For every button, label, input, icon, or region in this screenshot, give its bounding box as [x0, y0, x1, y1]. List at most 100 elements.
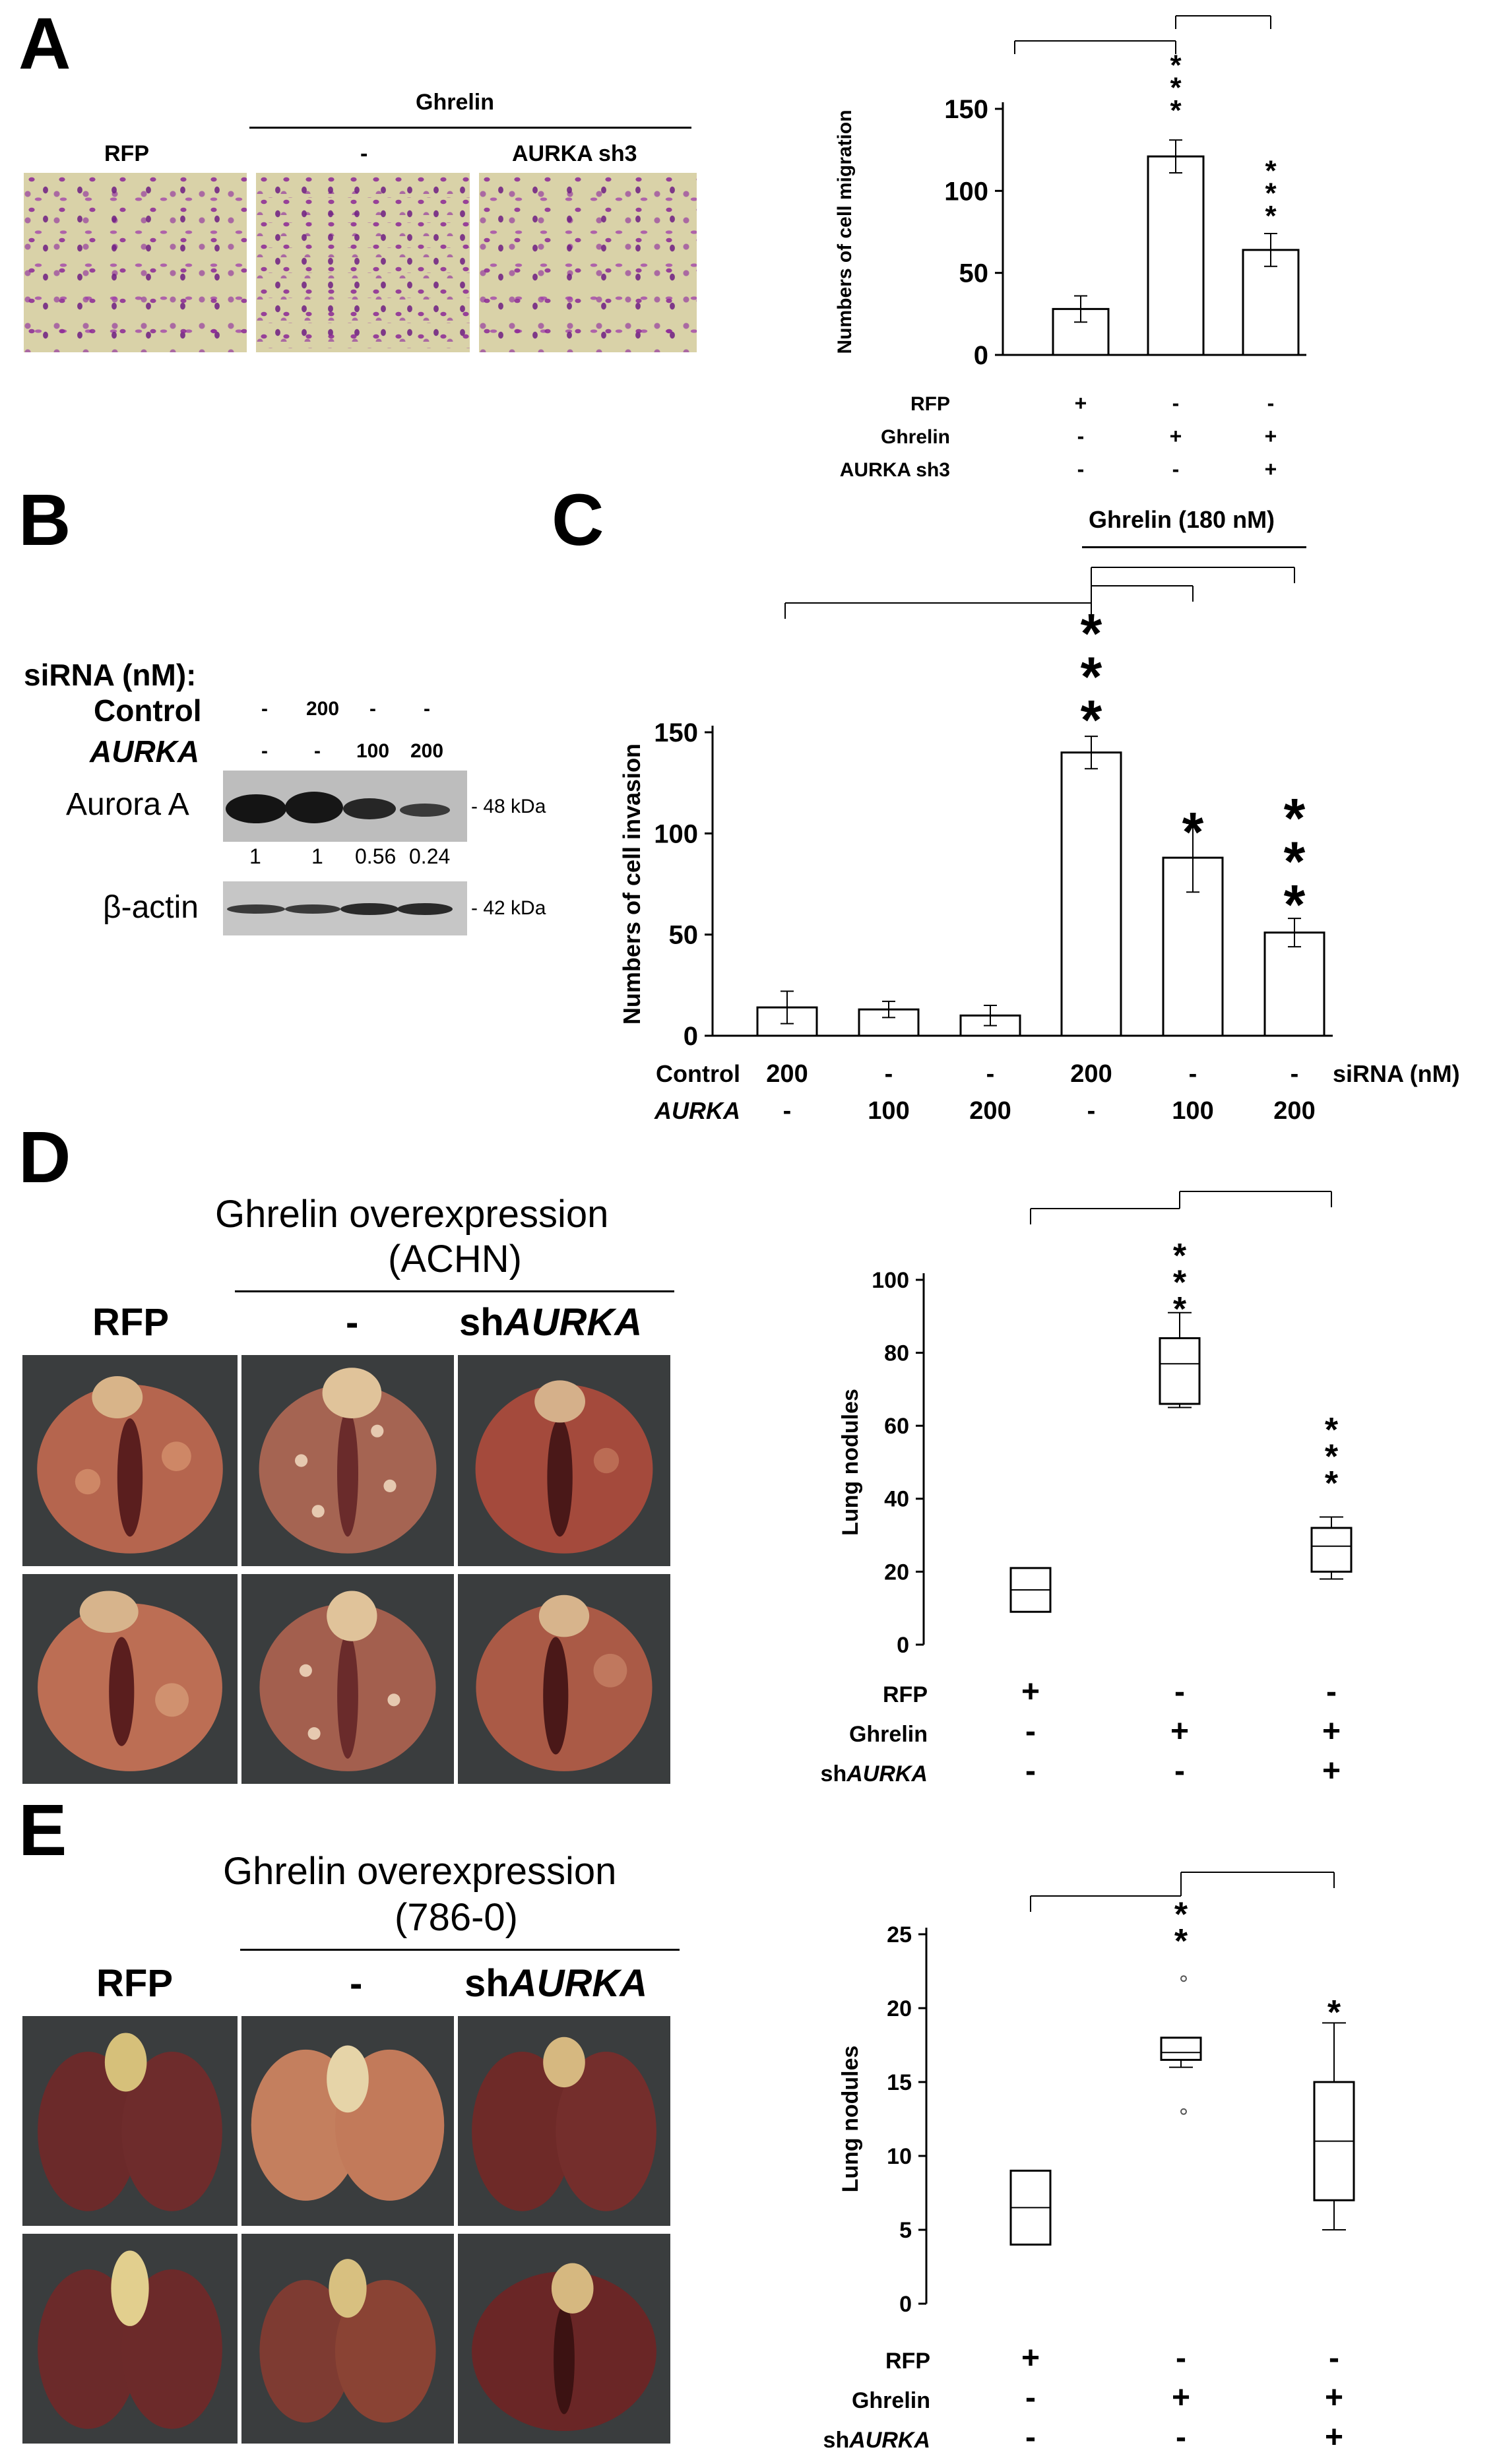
- y-axis-label-c: Numbers of cell invasion: [618, 743, 645, 1025]
- ghrelin-line-c: [1082, 546, 1306, 548]
- title-d-line1: Ghrelin overexpression: [215, 1193, 609, 1236]
- lung-photo-e-shaurka-1: [458, 2016, 670, 2226]
- panel-label-e: E: [18, 1790, 67, 1871]
- y-tick-label-d-0: 0: [897, 1633, 909, 1658]
- y-tick-label-e-15: 15: [887, 2070, 912, 2095]
- title-line-e: [240, 1949, 680, 1951]
- condition-value-a-2-2: +: [1265, 457, 1277, 481]
- y-axis-label-a: Numbers of cell migration: [834, 110, 856, 354]
- sig-d-3-2: *: [1325, 1437, 1339, 1476]
- sig-c-4-1: *: [1081, 689, 1102, 751]
- sig-c-6-1: *: [1284, 873, 1306, 935]
- lane-aurka-1: -: [261, 740, 268, 762]
- condition-value-a-1-0: -: [1077, 424, 1085, 448]
- title-line-d: [235, 1290, 674, 1292]
- condition-label-d-1: Ghrelin: [849, 1722, 928, 1747]
- condition-value-a-0-1: -: [1172, 391, 1180, 415]
- lung-photo-d-rfp-2: [22, 1574, 238, 1784]
- image-label-rfp-e: RFP: [96, 1962, 173, 2005]
- y-tick-label-e-20: 20: [887, 1996, 912, 2021]
- quant-lane-2: 1: [311, 844, 323, 868]
- condition-value-e-2-1: -: [1176, 2420, 1186, 2455]
- migration-micrograph-rfp: [24, 173, 247, 352]
- condition-value-c-0-1: -: [885, 1060, 893, 1088]
- lane-aurka-2: -: [314, 740, 321, 762]
- lung-photo-d-shaurka-1: [458, 1355, 670, 1566]
- beta-actin-bands: [223, 881, 467, 935]
- lung-photo-d-ghrelin-1: [241, 1355, 454, 1566]
- aurora-a-bands: [223, 771, 467, 842]
- title-e-line2: (786-0): [395, 1896, 518, 1939]
- box-e-2: [1160, 2037, 1202, 2061]
- condition-value-c-0-4: -: [1189, 1060, 1197, 1088]
- title-e-line1: Ghrelin overexpression: [223, 1850, 617, 1893]
- condition-value-e-1-0: -: [1025, 2380, 1036, 2415]
- condition-label-e-2: shAURKA: [823, 2428, 930, 2453]
- condition-value-a-1-1: +: [1170, 424, 1182, 448]
- lane-control-3: -: [369, 698, 376, 720]
- condition-value-c-1-2: 200: [969, 1097, 1011, 1125]
- condition-label-c-0: Control: [656, 1060, 740, 1087]
- lane-control-4: -: [424, 698, 430, 720]
- panel-label-d: D: [18, 1117, 71, 1198]
- sig-a-3-1: *: [1265, 200, 1277, 232]
- condition-value-e-2-0: -: [1025, 2420, 1036, 2455]
- sig-d-2-3: *: [1173, 1237, 1187, 1275]
- image-label-aurka-a: AURKA sh3: [512, 141, 637, 166]
- box-d-3: [1310, 1527, 1353, 1573]
- condition-value-d-2-0: -: [1025, 1753, 1036, 1788]
- beta-actin-label: β-actin: [103, 890, 199, 925]
- bar-c-4: [1060, 751, 1122, 1037]
- image-label-ghrelin-d: -: [346, 1301, 359, 1344]
- y-axis-label-e: Lung nodules: [838, 2046, 863, 2193]
- sirna-unit-label: siRNA (nM): [1333, 1060, 1460, 1087]
- panel-label-b: B: [18, 480, 71, 561]
- condition-value-d-2-1: -: [1174, 1753, 1185, 1788]
- y-tick-label-a-100: 100: [944, 177, 988, 206]
- outlier-e-2-2: [1180, 2108, 1187, 2115]
- lung-photo-e-shaurka-2: [458, 2234, 670, 2444]
- y-tick-label-d-60: 60: [884, 1414, 909, 1439]
- y-tick-label-c-100: 100: [654, 819, 698, 848]
- quant-lane-4: 0.24: [409, 844, 451, 868]
- condition-value-c-1-4: 100: [1172, 1097, 1213, 1125]
- y-tick-label-e-0: 0: [899, 2292, 912, 2317]
- condition-label-e-0: RFP: [885, 2349, 930, 2374]
- condition-label-a-2: AURKA sh3: [840, 459, 950, 481]
- y-tick-label-e-25: 25: [887, 1922, 912, 1947]
- aurora-kda: - 48 kDa: [471, 796, 546, 817]
- western-blot-aurora-a: [223, 771, 467, 842]
- y-tick-label-d-20: 20: [884, 1560, 909, 1585]
- y-tick-label-d-100: 100: [872, 1268, 909, 1293]
- lung-photo-d-ghrelin-2: [241, 1574, 454, 1784]
- sig-a-2-2: *: [1170, 72, 1182, 104]
- lung-photo-e-rfp-2: [22, 2234, 238, 2444]
- y-tick-label-c-150: 150: [654, 718, 698, 747]
- migration-micrograph-ghrelin: [256, 173, 470, 352]
- sig-e-2-1: *: [1174, 1922, 1188, 1961]
- sig-d-3-1: *: [1325, 1465, 1339, 1503]
- sig-a-2-1: *: [1170, 94, 1182, 127]
- bar-c-6: [1263, 932, 1325, 1037]
- row-label-aurka: AURKA: [90, 734, 200, 769]
- condition-value-c-0-5: -: [1291, 1060, 1299, 1088]
- condition-value-d-1-1: +: [1170, 1714, 1189, 1749]
- y-tick-label-c-50: 50: [669, 921, 699, 950]
- panel-label-c: C: [552, 480, 604, 561]
- lung-photo-e-rfp-1: [22, 2016, 238, 2226]
- lung-photo-d-shaurka-2: [458, 1574, 670, 1784]
- lane-control-1: -: [261, 698, 268, 720]
- lung-photo-e-ghrelin-2: [241, 2234, 454, 2444]
- condition-value-e-1-2: +: [1325, 2380, 1343, 2415]
- condition-value-d-0-2: -: [1326, 1674, 1337, 1709]
- y-tick-label-d-40: 40: [884, 1487, 909, 1512]
- quant-lane-1: 1: [249, 844, 261, 868]
- condition-value-e-0-1: -: [1176, 2341, 1186, 2376]
- condition-value-c-1-1: 100: [868, 1097, 909, 1125]
- sig-d-2-2: *: [1173, 1263, 1187, 1302]
- y-tick-label-e-10: 10: [887, 2144, 912, 2169]
- panel-label-a: A: [18, 3, 71, 84]
- y-tick-label-a-50: 50: [959, 259, 989, 288]
